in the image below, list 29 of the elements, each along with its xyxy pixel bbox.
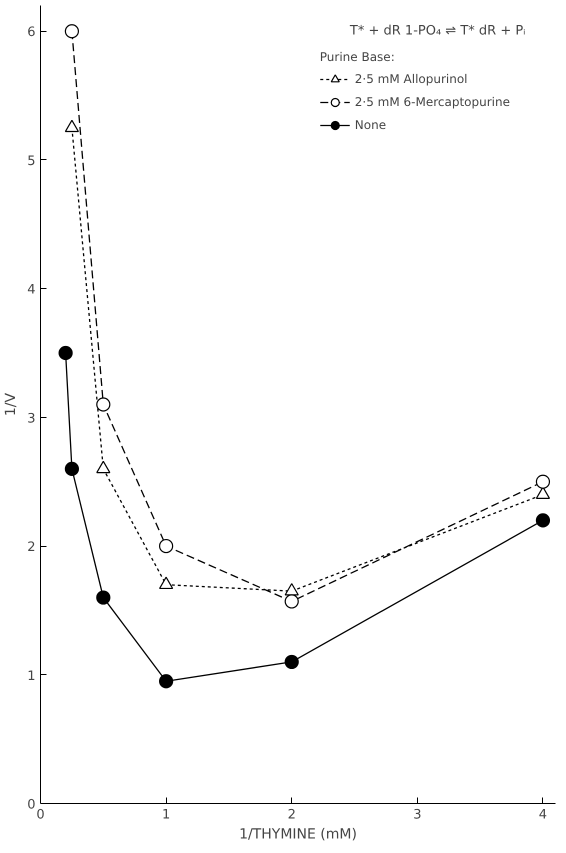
y-tick-label: 0 <box>27 798 36 812</box>
x-axis-title: 1/THYMINE (mM) <box>239 826 357 842</box>
point <box>64 462 79 476</box>
legend-label: 2·5 mM Allopurinol <box>354 72 468 86</box>
y-tick-label: 1 <box>27 668 36 684</box>
point <box>58 346 73 360</box>
x-tick-label: 1 <box>162 808 170 822</box>
legend-label: None <box>354 118 386 132</box>
point <box>536 513 550 528</box>
point <box>284 594 299 609</box>
point <box>536 474 550 489</box>
y-tick-label: 4 <box>27 282 36 298</box>
x-tick-label: 4 <box>538 808 548 822</box>
y-tick-label: 6 <box>27 25 36 40</box>
y-tick-label: 2 <box>27 540 36 556</box>
annotation: T* + dR 1-PO₄ ⇌ T* dR + Pᵢ <box>348 24 526 38</box>
point <box>159 538 174 554</box>
legend-title: Purine Base: <box>320 50 396 64</box>
y-axis-title: 1/V <box>3 392 20 416</box>
point <box>159 674 174 688</box>
legend-label: 2·5 mM 6-Mercaptopurine <box>354 95 510 109</box>
point <box>96 590 110 605</box>
x-tick-label: 3 <box>413 808 422 822</box>
point <box>96 397 110 412</box>
y-tick-label: 3 <box>27 411 36 426</box>
point <box>64 24 79 38</box>
point <box>284 654 299 670</box>
y-tick-label: 5 <box>27 154 36 169</box>
x-tick-label: 2 <box>288 808 296 822</box>
